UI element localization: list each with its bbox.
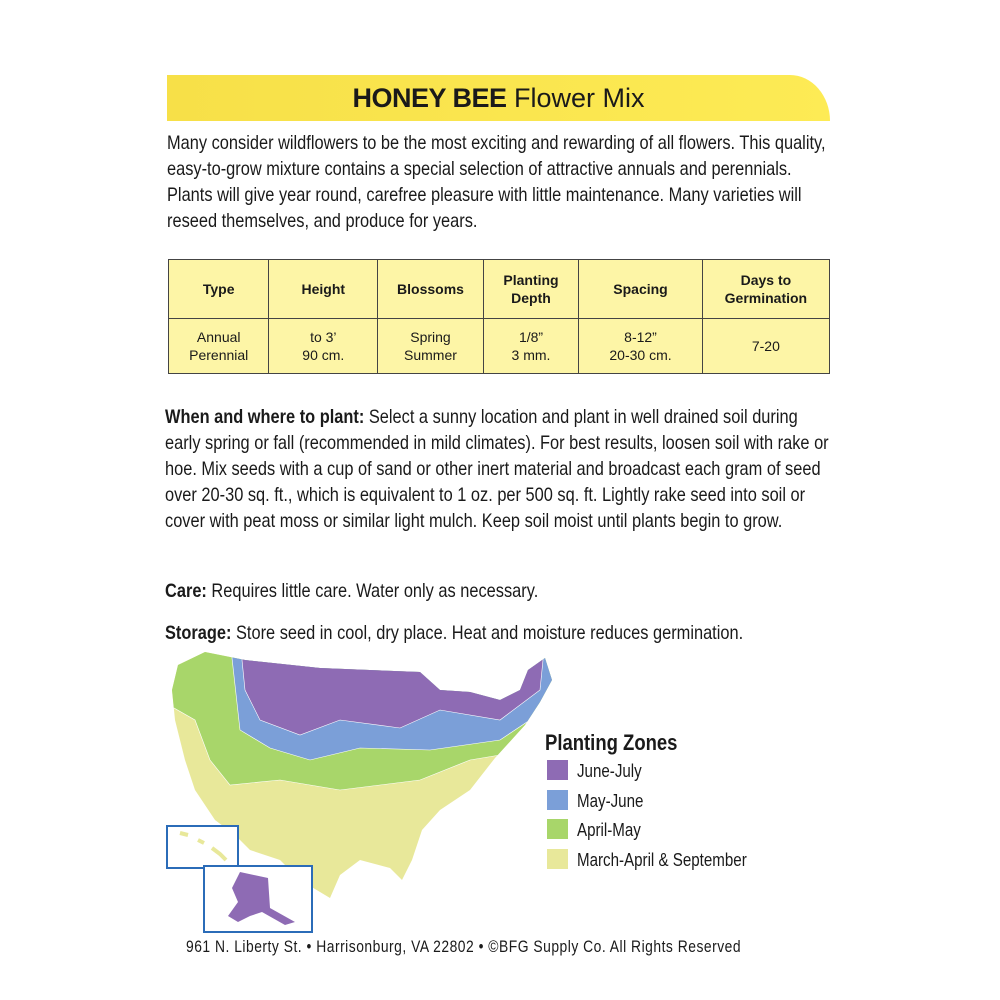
product-name: Flower Mix [514, 83, 645, 113]
section: Storage: Store seed in cool, dry place. … [165, 620, 833, 646]
table-row: Annual Perennial to 3’ 90 cm. Spring Summe… [167, 318, 831, 374]
legend-label: April-May [577, 820, 641, 840]
footer: 961 N. Liberty St. • Harrisonburg, VA 22… [186, 938, 742, 956]
legend-swatch [547, 760, 568, 780]
table-cell: 8-12” 20-30 cm. [578, 318, 703, 374]
table-cell: 7-20 [701, 318, 831, 374]
info-table: Type Height Blossoms Planting Depth Spacing D… [167, 259, 831, 374]
table-cell: 1/8” 3 mm. [482, 318, 580, 374]
section-label: Care: [165, 580, 207, 602]
table-cell: Annual Perennial [167, 318, 270, 374]
section-label: When and where to plant: [165, 406, 365, 428]
legend-label: May-June [577, 790, 644, 811]
column-header: Blossoms [377, 259, 484, 319]
hawaii-box [166, 825, 239, 869]
legend-swatch [547, 848, 568, 869]
table-cell: to 3’ 90 cm. [268, 318, 379, 374]
intro: Many consider wildflowers to be the most… [167, 132, 826, 232]
section-label: Storage: [165, 622, 232, 644]
title: HONEY BEE Flower Mix [167, 83, 830, 114]
table-cell: Spring Summer [377, 318, 484, 374]
column-header: Height [268, 259, 379, 319]
legend: Planting Zones June-July May-June April-Ma… [545, 730, 747, 870]
zone-map [166, 652, 552, 933]
section-text: Requires little care. Water only as nece… [211, 580, 539, 602]
column-header: Days to Germination [701, 259, 831, 319]
legend-swatch [547, 819, 568, 839]
title-bar: HONEY BEE Flower Mix [167, 75, 830, 121]
section-text: Select a sunny location and plant in wel… [165, 406, 829, 532]
column-header: Spacing [578, 259, 703, 319]
section: When and where to plant: Select a sunny … [165, 404, 833, 534]
legend-title: Planting Zones [545, 730, 678, 755]
legend-swatch [547, 789, 568, 810]
column-header: Planting Depth [482, 259, 580, 319]
brand: HONEY BEE [352, 83, 507, 113]
section-text: Store seed in cool, dry place. Heat and … [236, 622, 744, 644]
legend-label: June-July [577, 761, 642, 781]
alaska [228, 872, 295, 925]
legend-label: March-April & September [577, 849, 747, 870]
column-header: Type [167, 259, 270, 319]
section: Care: Requires little care. Water only a… [165, 578, 833, 604]
hawaii [179, 831, 228, 862]
